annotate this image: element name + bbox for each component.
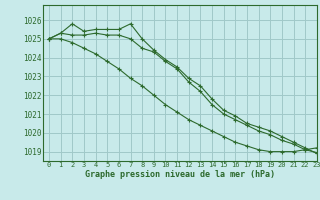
X-axis label: Graphe pression niveau de la mer (hPa): Graphe pression niveau de la mer (hPa) xyxy=(85,170,275,179)
